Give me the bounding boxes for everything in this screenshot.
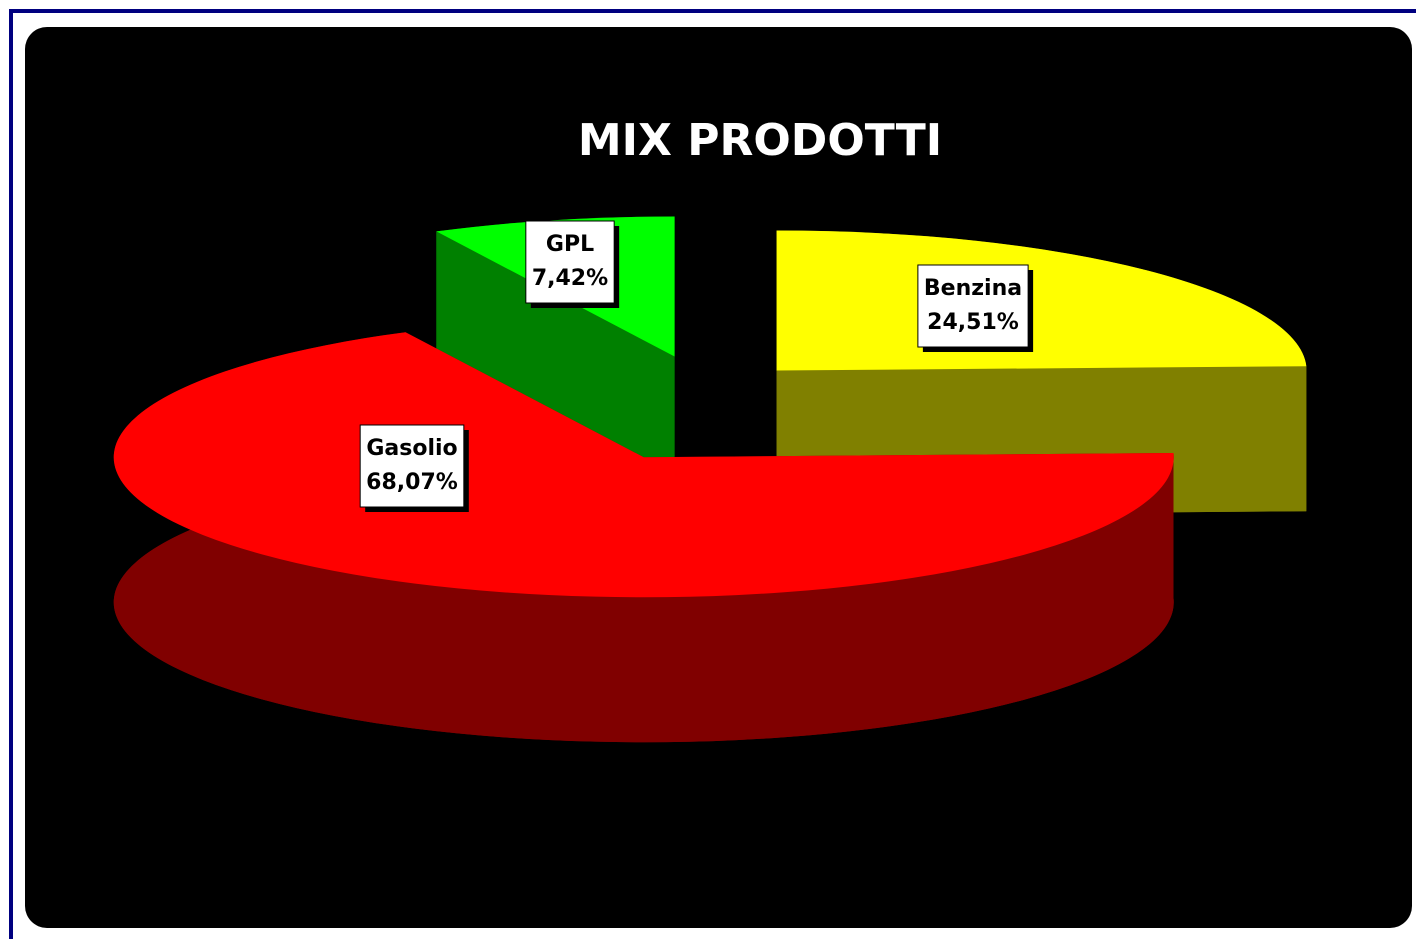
data-label: Benzina 24,51% [917,264,1034,352]
label-box [359,424,465,508]
pie-slice [113,332,1174,743]
frame [9,9,1416,939]
value-label: 7,42% [532,266,608,291]
category-label: GPL [546,232,594,257]
label-box [525,220,615,304]
value-label: 68,07% [366,470,458,495]
category-label: Gasolio [366,436,457,461]
data-label: GPL 7,42% [525,220,620,308]
slice-top [776,230,1307,371]
data-label: Gasolio 68,07% [359,424,469,512]
category-label: Benzina [924,276,1022,301]
chart-title: MIX PRODOTTI [578,115,942,166]
slice-top [113,332,1174,598]
label-box [917,264,1029,348]
value-label: 24,51% [927,310,1019,335]
